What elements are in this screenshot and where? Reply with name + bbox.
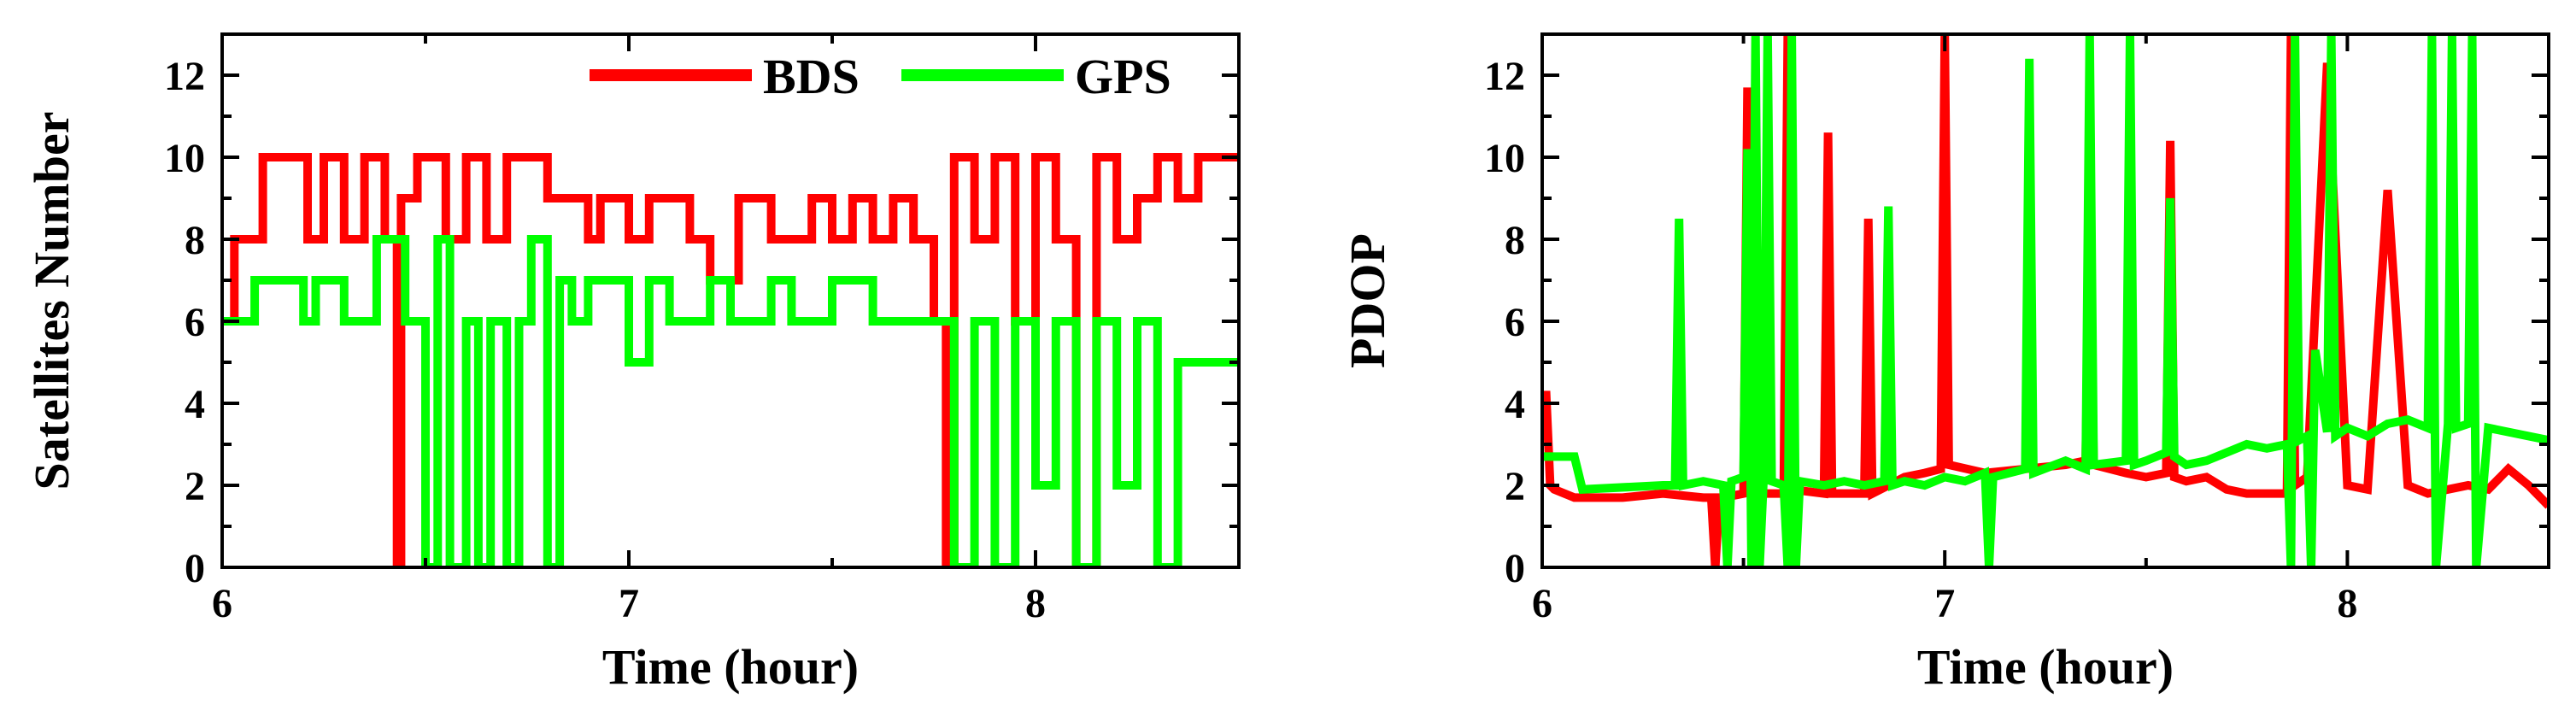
plot-frame [220,32,1241,569]
y-axis-label: PDOP [1340,233,1395,368]
x-axis-label: Time (hour) [602,639,859,695]
y-tick-label: 4 [185,382,205,427]
x-tick-label: 8 [1025,581,1046,626]
y-tick-label: 4 [1505,382,1525,427]
legend-label-gps: GPS [1075,49,1171,104]
y-axis-label: Satellites Number [24,112,79,490]
series-line-gps [1542,34,2549,567]
x-tick-label: 6 [212,581,232,626]
y-tick-label: 12 [164,54,205,99]
y-tick-label: 2 [1505,464,1525,509]
legend-label-bds: BDS [763,49,860,104]
series-line-gps [222,235,1239,567]
y-tick-label: 0 [185,546,205,591]
pdop-chart: 6 7 8 0 2 4 6 8 10 12 Time (hour) PDOP [1340,32,2550,695]
legend: BDS GPS [590,49,1171,104]
x-tick-label: 6 [1532,581,1552,626]
y-tick-label: 12 [1484,54,1525,99]
y-tick-label: 6 [185,300,205,345]
x-tick-label: 7 [1934,581,1955,626]
x-tick-label: 7 [619,581,639,626]
satellites-number-chart: 6 7 8 0 2 4 6 8 10 12 Time (hour) Satellites Numb… [24,32,1241,695]
y-tick-label: 6 [1505,300,1525,345]
y-tick-label: 2 [185,464,205,509]
x-axis-label: Time (hour) [1917,639,2174,695]
plot-frame [1540,32,2550,569]
y-tick-label: 8 [1505,218,1525,263]
y-tick-label: 8 [185,218,205,263]
y-tick-label: 10 [164,136,205,181]
x-tick-label: 8 [2337,581,2357,626]
y-tick-label: 10 [1484,136,1525,181]
y-tick-label: 0 [1505,546,1525,591]
